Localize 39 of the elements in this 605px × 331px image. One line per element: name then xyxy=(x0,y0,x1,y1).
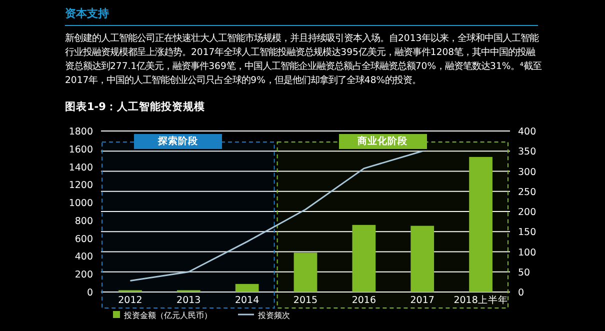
legend-label: 投资金额（亿元人民币） xyxy=(123,311,212,320)
x-tick-label: 2013 xyxy=(176,295,201,306)
y2-tick-label: 150 xyxy=(518,227,536,238)
y-tick-label: 200 xyxy=(74,270,93,281)
y2-tick-label: 0 xyxy=(518,288,524,298)
bar xyxy=(352,224,376,292)
x-tick-label: 2014 xyxy=(234,295,260,306)
chart-title: 图表1-9：人工智能投资规模 xyxy=(65,100,205,114)
picture-phase-label: 探索阶段 xyxy=(134,134,222,149)
bar xyxy=(235,284,259,292)
x-tick-label: 2018上半年 xyxy=(454,294,508,306)
bar xyxy=(469,156,492,292)
y-tick-label: 600 xyxy=(74,234,93,245)
y2-tick-label: 100 xyxy=(518,247,536,258)
y-tick-label: 1200 xyxy=(68,180,93,192)
y2-tick-label: 350 xyxy=(518,146,536,158)
y2-tick-label: 200 xyxy=(518,207,536,218)
legend-label: 投资频次 xyxy=(257,311,290,320)
y-tick-label: 0 xyxy=(86,288,93,298)
text: 资本支持 xyxy=(65,6,109,21)
x-tick-label: 2016 xyxy=(352,295,376,306)
x-tick-label: 2015 xyxy=(293,295,318,306)
y-tick-label: 1800 xyxy=(68,126,93,138)
y-tick-label: 1000 xyxy=(68,198,93,210)
y-tick-label: 400 xyxy=(74,252,93,263)
line-series xyxy=(129,150,424,282)
bar xyxy=(410,226,434,292)
bar xyxy=(294,252,318,292)
y2-tick-label: 250 xyxy=(518,186,536,198)
y2-tick-label: 400 xyxy=(518,126,536,138)
x-tick-label: 2017 xyxy=(410,295,434,306)
y2-tick-label: 300 xyxy=(518,166,536,178)
text: 新创建的人工智能公司正在快速壮大人工智能市场规模，并且持续吸引资本入场。自2013年以来，全球和中国人工智能行业投融资规模都呈上涨趋势。2017年全球人工智能投融资总规模达395亿美元，融资事件1208笔，其中中国的投融资总额达到277.1亿美元，融资事件369笔，中国人工智能企业融资总额占全球融资总额70%，融资笔数达31%。⁴截至2017年，中国的人工智能创业公司只占全球的9%，但是他们却拿到了全球48%的投资。 xyxy=(65,32,543,88)
y2-tick-label: 50 xyxy=(518,267,530,278)
y-tick-label: 800 xyxy=(74,216,93,227)
y-tick-label: 1400 xyxy=(68,162,93,174)
y-tick-label: 1600 xyxy=(68,144,93,156)
picture-phase-label: 商业化阶段 xyxy=(338,134,427,149)
x-tick-label: 2012 xyxy=(118,295,142,306)
